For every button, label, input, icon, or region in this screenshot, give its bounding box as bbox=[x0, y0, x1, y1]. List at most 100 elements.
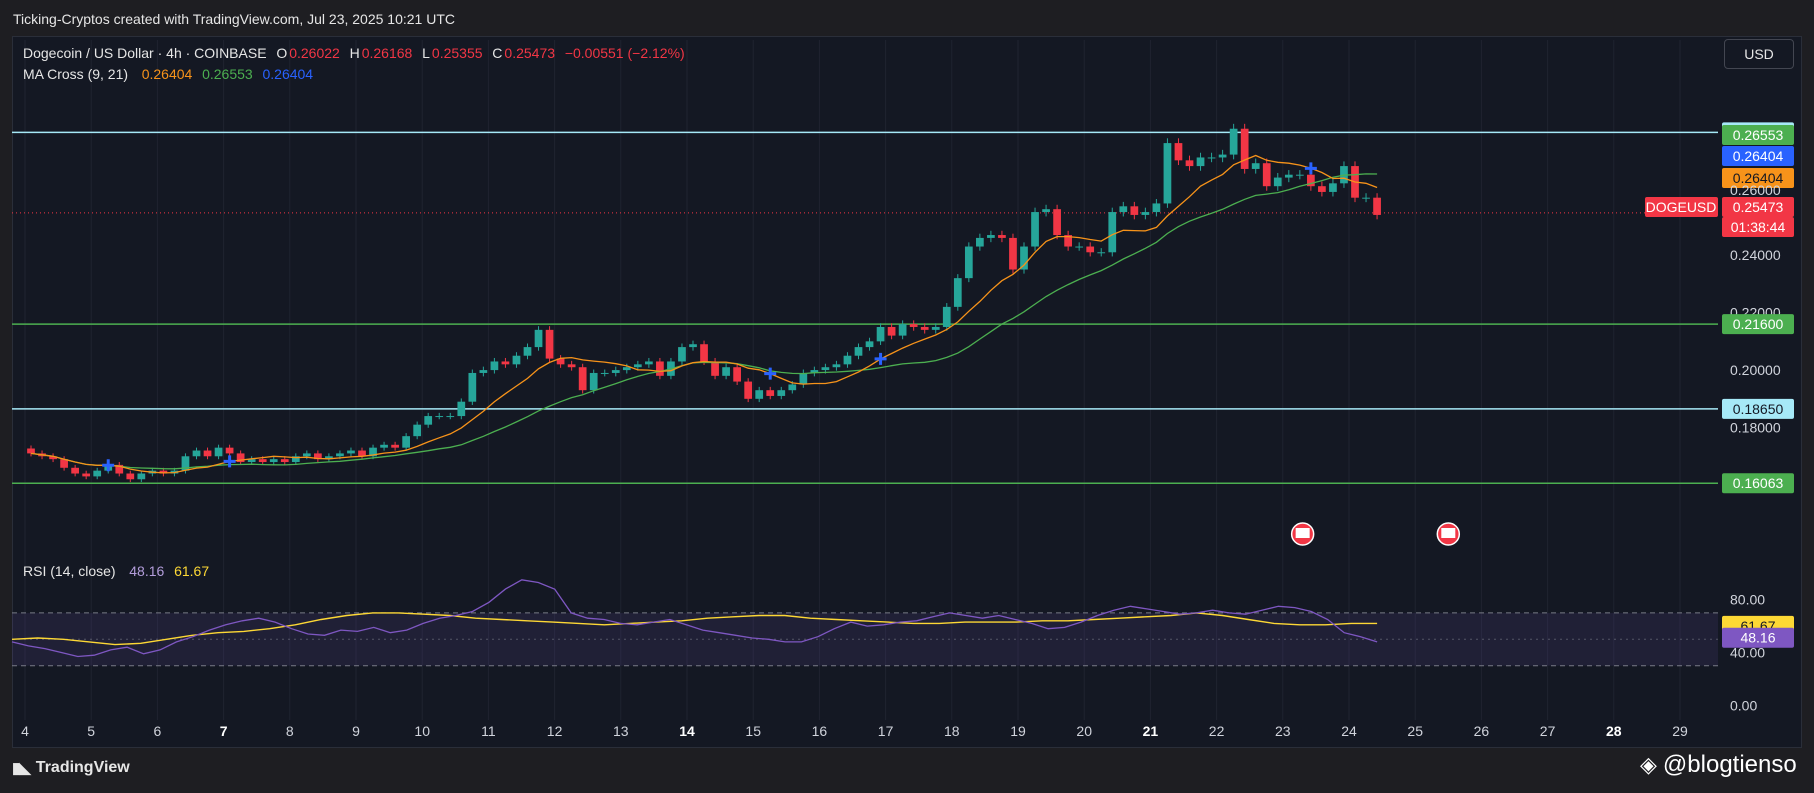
candle-body bbox=[347, 450, 355, 454]
candle-body bbox=[446, 416, 455, 418]
symbol-tag: DOGEUSD bbox=[1646, 199, 1717, 215]
candle-body bbox=[534, 329, 543, 348]
candle-body bbox=[1163, 143, 1172, 204]
candle-body bbox=[1273, 177, 1282, 187]
rsi-tag-bg bbox=[1722, 627, 1794, 648]
rsi-name: RSI (14, close) bbox=[23, 563, 116, 579]
countdown-label: 01:38:44 bbox=[1731, 219, 1786, 235]
candle-body bbox=[633, 364, 642, 368]
ma-lines bbox=[30, 154, 1378, 474]
candle-body bbox=[700, 344, 708, 362]
candle-body bbox=[578, 367, 587, 391]
ma-cross-value: 0.26404 bbox=[262, 66, 314, 82]
ma-legend[interactable]: MA Cross (9, 21) 0.26404 0.26553 0.26404 bbox=[23, 66, 315, 82]
time-axis: 4 5 6 7 8 9 10 11 12 13 14 15 16 17 18 19 20 21 22 23 24 25 26… bbox=[21, 723, 1688, 739]
rsi-value: 48.16 bbox=[129, 563, 165, 579]
candle-body bbox=[27, 448, 35, 454]
chart-frame[interactable] bbox=[12, 36, 1802, 748]
high-label: H bbox=[349, 45, 360, 61]
candle-body bbox=[1196, 157, 1205, 167]
cross-marker bbox=[223, 455, 236, 468]
candle-body bbox=[821, 367, 830, 371]
candle-body bbox=[1130, 206, 1139, 215]
watermark-text: @blogtienso bbox=[1662, 751, 1797, 778]
candle-body bbox=[788, 384, 797, 391]
candle-body bbox=[1362, 197, 1370, 199]
candle-body bbox=[523, 347, 532, 356]
candle-body bbox=[600, 372, 609, 374]
candle-body bbox=[987, 235, 995, 238]
time-tick-label: 26 bbox=[1474, 723, 1490, 739]
low-value: 0.25355 bbox=[431, 45, 483, 61]
candle-body bbox=[192, 450, 201, 457]
price-tick-label: 0.18000 bbox=[1730, 420, 1781, 436]
time-tick-label: 4 bbox=[21, 723, 29, 739]
candle-body bbox=[832, 364, 841, 368]
candle-body bbox=[1295, 174, 1304, 176]
candle-body bbox=[380, 444, 388, 448]
time-tick-label: 21 bbox=[1143, 723, 1159, 739]
tradingview-mark-icon: ▮◣ bbox=[12, 760, 31, 777]
candle-body bbox=[942, 306, 951, 327]
candle-body bbox=[402, 436, 410, 448]
candle-body bbox=[247, 459, 256, 463]
candle-body bbox=[733, 367, 741, 382]
candle-body bbox=[678, 347, 686, 362]
price-label-bg bbox=[1722, 146, 1794, 166]
us-flag-icon-stripes bbox=[1441, 528, 1456, 538]
symbol-tag-bg bbox=[1645, 197, 1718, 217]
price-label: 0.25473 bbox=[1733, 199, 1784, 215]
candle-body bbox=[1097, 252, 1106, 254]
tradingview-logo[interactable]: ▮◣ TradingView bbox=[12, 759, 130, 777]
candle-body bbox=[854, 347, 863, 356]
candle-body bbox=[1075, 246, 1084, 248]
candle-body bbox=[126, 473, 135, 480]
price-label: 0.26404 bbox=[1733, 148, 1784, 164]
symbol-legend[interactable]: Dogecoin / US Dollar · 4h · COINBASE O 0.… bbox=[23, 45, 687, 61]
time-tick-label: 5 bbox=[87, 723, 95, 739]
candle-body bbox=[137, 473, 146, 480]
candle-body bbox=[82, 473, 91, 477]
price-label: 0.21600 bbox=[1733, 316, 1784, 332]
time-tick-label: 27 bbox=[1540, 723, 1556, 739]
candle-body bbox=[1185, 160, 1194, 167]
rsi-ma-line bbox=[11, 612, 1378, 646]
price-label-bg bbox=[1722, 197, 1794, 217]
time-tick-label: 11 bbox=[481, 723, 496, 739]
candle-body bbox=[810, 370, 819, 373]
candle-body bbox=[865, 341, 874, 348]
rsi-legend[interactable]: RSI (14, close) 48.16 61.67 bbox=[23, 563, 211, 579]
price-label: 0.26404 bbox=[1733, 170, 1784, 186]
candle-body bbox=[1086, 246, 1095, 253]
candle-body bbox=[1218, 154, 1227, 158]
time-tick-label: 19 bbox=[1010, 723, 1026, 739]
candle-body bbox=[766, 390, 775, 396]
candle-body bbox=[843, 355, 852, 365]
candle-body bbox=[203, 450, 212, 457]
candle-body bbox=[336, 453, 344, 457]
candle-body bbox=[490, 361, 499, 371]
price-label-bg bbox=[1722, 473, 1794, 494]
candle-body bbox=[887, 326, 896, 336]
candle-body bbox=[622, 367, 631, 371]
candle-body bbox=[413, 424, 422, 437]
candle-body bbox=[1240, 128, 1249, 169]
candle-body bbox=[711, 361, 719, 376]
candle-body bbox=[93, 470, 102, 477]
candle-body bbox=[645, 361, 653, 365]
candle-body bbox=[115, 464, 124, 474]
open-value: 0.26022 bbox=[289, 45, 340, 61]
time-tick-label: 9 bbox=[352, 723, 360, 739]
candle-body bbox=[1207, 157, 1216, 159]
time-tick-label: 15 bbox=[745, 723, 761, 739]
price-label: 0.26553 bbox=[1733, 127, 1784, 143]
currency-button[interactable]: USD bbox=[1724, 39, 1794, 69]
candle-body bbox=[755, 390, 764, 399]
candle-body bbox=[369, 447, 377, 457]
price-label: 0.18650 bbox=[1733, 401, 1784, 417]
ma-fast-value: 0.26404 bbox=[141, 66, 193, 82]
candle-body bbox=[744, 381, 753, 399]
candle-body bbox=[1284, 174, 1293, 178]
